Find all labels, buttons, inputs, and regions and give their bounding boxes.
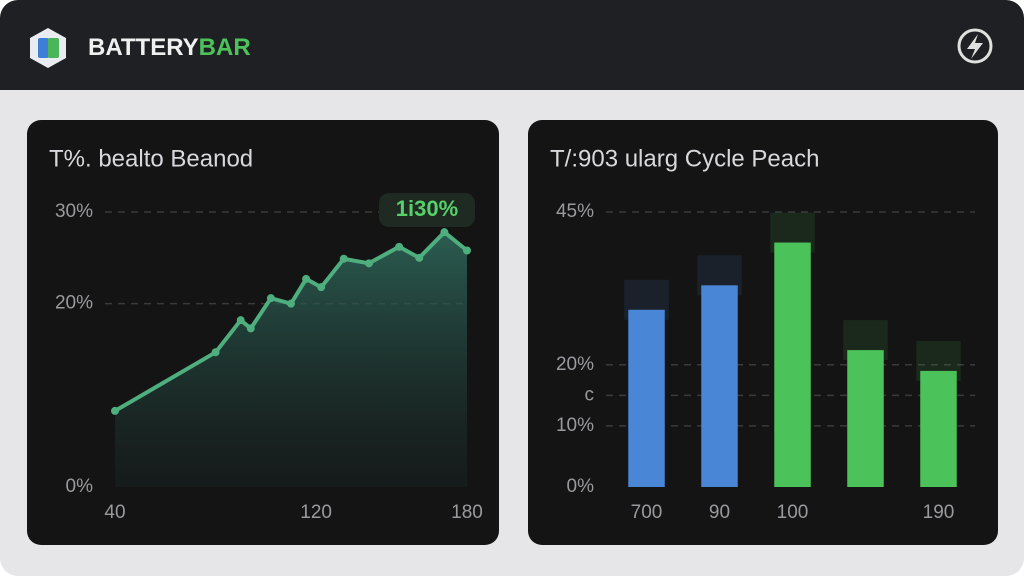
y-tick-label: 10% [556,415,594,436]
point [364,259,373,268]
bar [847,350,884,487]
x-tick-label: 90 [709,502,730,523]
x-tick-label: 700 [631,502,663,523]
point [236,316,245,325]
point [246,324,255,333]
point [440,228,449,237]
y-tick-label: 45% [556,201,594,222]
bar [774,242,811,487]
header-bar [0,0,1024,90]
x-tick-label: 40 [104,502,125,523]
chart-title: T%. bealto Beanod [49,145,253,172]
x-tick-label: 190 [923,502,955,523]
bar [628,309,665,487]
x-tick-label: 180 [451,502,483,523]
annotation-badge [379,193,475,227]
brand-part: BATTERY [88,34,199,61]
point [415,253,424,262]
point [395,242,404,251]
y-tick-label: 20% [556,354,594,375]
y-tick-label: c [585,384,595,405]
point [287,299,295,308]
point [302,274,311,283]
bar [920,370,957,487]
y-tick-label: 0% [567,476,595,497]
brand: BATTERYBAR [88,34,251,61]
brand-part: BAR [199,34,251,61]
logo-icon [30,28,66,68]
y-tick-label: 30% [55,201,93,222]
y-tick-label: 0% [66,476,94,497]
area [115,232,467,487]
point [211,348,220,357]
x-tick-label: 100 [777,502,809,523]
y-tick-label: 20% [55,293,93,314]
point [266,294,275,303]
point [317,283,326,292]
point [463,246,471,255]
chart-title: T/:903 ularg Cycle Peach [550,145,819,172]
power-button[interactable] [957,28,993,64]
x-tick-label: 120 [300,502,332,523]
annotation: 1i30% [396,196,458,221]
point [339,254,348,263]
bar [701,285,738,487]
point [111,406,119,415]
